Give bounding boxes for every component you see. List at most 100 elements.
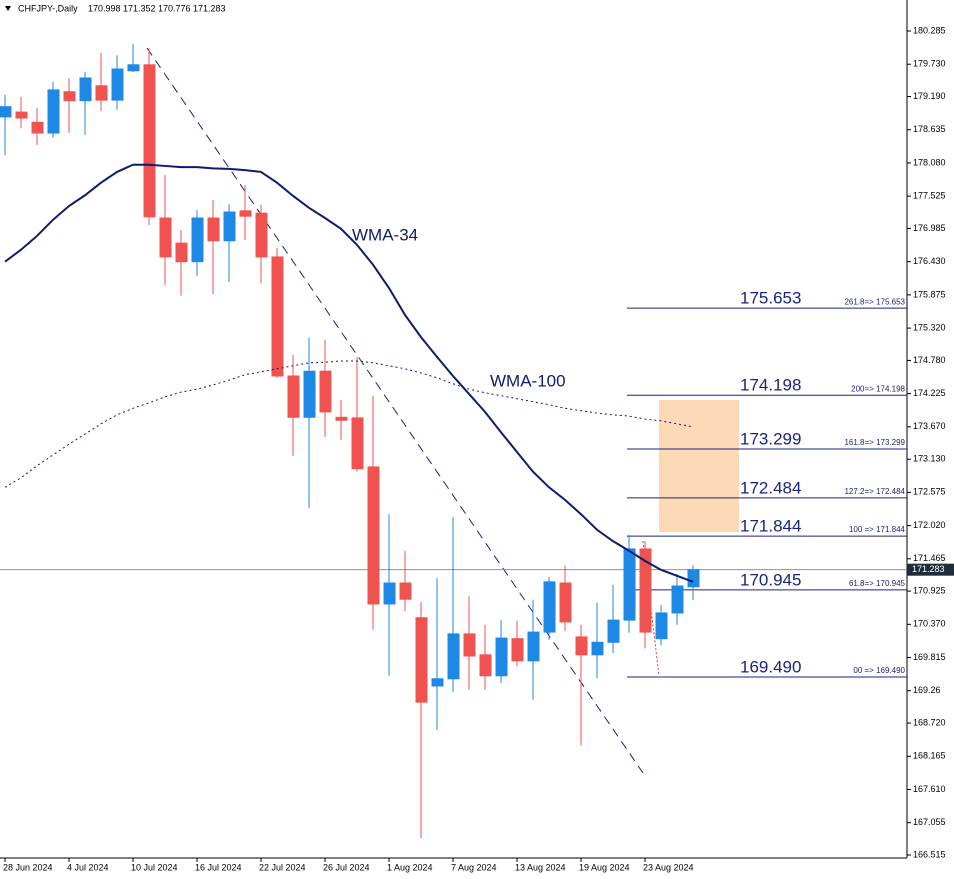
fib-tag: 00 => 169.490 xyxy=(853,666,905,675)
candle-body xyxy=(511,638,524,662)
candle-body xyxy=(191,217,204,263)
y-tick-label: 179.190 xyxy=(913,91,946,101)
candle-body xyxy=(527,631,540,662)
candle-body xyxy=(367,466,380,605)
y-tick-label: 174.780 xyxy=(913,355,946,365)
x-tick-label: 13 Aug 2024 xyxy=(515,862,566,872)
fib-label: 174.198 xyxy=(740,376,801,395)
y-tick-label: 173.670 xyxy=(913,421,946,431)
candle-body xyxy=(255,212,268,258)
fib-label: 170.945 xyxy=(740,570,801,589)
y-tick-label: 173.130 xyxy=(913,454,946,464)
candle-body xyxy=(63,91,76,102)
candle-body xyxy=(383,582,396,605)
fib-tag: 200=> 174.198 xyxy=(851,384,905,393)
candle-body xyxy=(0,106,12,118)
candle-body xyxy=(127,64,140,72)
candle-body xyxy=(639,548,652,633)
y-tick-label: 169.815 xyxy=(913,652,946,662)
fib-tag: 261.8=> 175.653 xyxy=(844,297,905,306)
fib-label: 169.490 xyxy=(740,657,801,676)
header-icon xyxy=(5,6,11,11)
x-tick-label: 7 Aug 2024 xyxy=(451,862,497,872)
candle-body xyxy=(431,678,444,687)
candle-body xyxy=(495,637,508,677)
candle-body xyxy=(303,370,316,418)
header-low: 170.776 xyxy=(158,3,191,13)
fib-label: 171.844 xyxy=(740,517,801,536)
candle-body xyxy=(463,633,476,657)
fib-tag: 61.8=> 170.945 xyxy=(849,579,906,588)
candle-body xyxy=(159,217,172,258)
y-tick-label: 168.165 xyxy=(913,751,946,761)
header-close: 171.283 xyxy=(193,3,226,13)
y-tick-label: 170.925 xyxy=(913,585,946,595)
x-tick-label: 22 Jul 2024 xyxy=(259,862,306,872)
candle-body xyxy=(15,111,28,119)
candle-body xyxy=(655,612,668,640)
chart-title: CHFJPY-,Daily xyxy=(18,3,78,13)
fib-tag: 127.2=> 172.484 xyxy=(844,487,905,496)
candle-body xyxy=(399,582,412,600)
y-tick-label: 179.730 xyxy=(913,59,946,69)
candle-body xyxy=(223,211,236,242)
candle-body xyxy=(543,581,556,633)
candle-body xyxy=(687,569,700,588)
fib-tag: 161.8=> 173.299 xyxy=(844,438,905,447)
candle-body xyxy=(575,636,588,656)
x-tick-label: 10 Jul 2024 xyxy=(131,862,178,872)
candle-body xyxy=(31,121,44,134)
fib-tag: 100 => 171.844 xyxy=(849,525,906,534)
candle-body xyxy=(239,210,252,217)
candle-body xyxy=(47,89,60,134)
y-tick-label: 168.720 xyxy=(913,717,946,727)
x-tick-label: 4 Jul 2024 xyxy=(67,862,109,872)
y-tick-label: 174.225 xyxy=(913,388,946,398)
candle-body xyxy=(591,641,604,656)
ma-line xyxy=(4,360,694,488)
ma-label: WMA-34 xyxy=(352,225,418,244)
x-tick-label: 28 Jun 2024 xyxy=(3,862,53,872)
ma-line xyxy=(4,163,694,583)
y-tick-label: 172.575 xyxy=(913,487,946,497)
candle-body xyxy=(671,585,684,614)
candle-body xyxy=(111,68,124,101)
x-tick-label: 26 Jul 2024 xyxy=(323,862,370,872)
fib-anchor xyxy=(642,540,660,677)
y-tick-label: 167.610 xyxy=(913,784,946,794)
candle-body xyxy=(351,417,364,470)
candle-body xyxy=(335,416,348,421)
header-high: 171.352 xyxy=(123,3,156,13)
ma-label: WMA-100 xyxy=(490,371,566,390)
y-tick-label: 172.020 xyxy=(913,520,946,530)
y-tick-label: 178.080 xyxy=(913,157,946,167)
y-tick-label: 171.465 xyxy=(913,553,946,563)
x-tick-label: 23 Aug 2024 xyxy=(643,862,694,872)
candle-body xyxy=(79,77,92,102)
x-tick-label: 1 Aug 2024 xyxy=(387,862,433,872)
candle-body xyxy=(479,654,492,677)
x-tick-label: 19 Aug 2024 xyxy=(579,862,630,872)
y-tick-label: 177.525 xyxy=(913,191,946,201)
y-tick-label: 175.320 xyxy=(913,322,946,332)
y-tick-label: 180.285 xyxy=(913,25,946,35)
fib-label: 173.299 xyxy=(740,430,801,449)
y-tick-label: 169.26 xyxy=(913,685,941,695)
y-tick-label: 176.430 xyxy=(913,256,946,266)
candle-body xyxy=(287,375,300,418)
candle-body xyxy=(175,242,188,263)
candle-body xyxy=(319,370,332,413)
trend-line xyxy=(146,47,644,774)
target-zone xyxy=(659,400,739,532)
candle-body xyxy=(207,217,220,242)
candle-body xyxy=(143,64,156,218)
candle-body xyxy=(559,582,572,623)
x-tick-label: 16 Jul 2024 xyxy=(195,862,242,872)
candle-body xyxy=(623,548,636,621)
y-tick-label: 170.370 xyxy=(913,619,946,629)
candle-body xyxy=(415,617,428,703)
price-tag-label: 171.283 xyxy=(912,564,945,574)
candle-body xyxy=(447,633,460,680)
